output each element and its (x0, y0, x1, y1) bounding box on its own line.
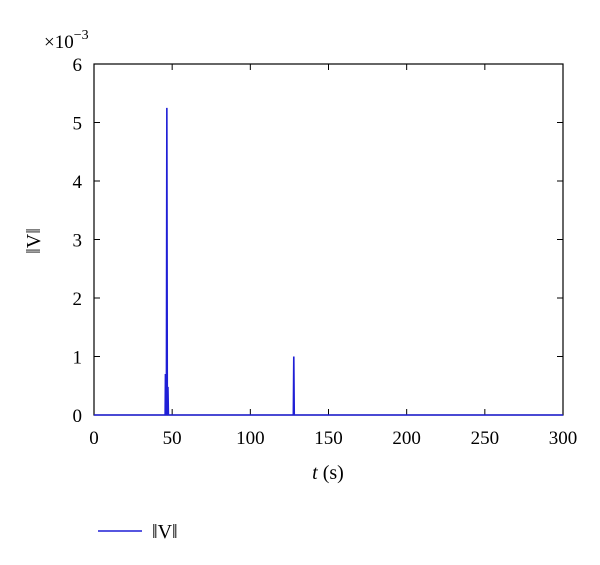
y-tick-label: 3 (73, 231, 83, 252)
x-axis-variable: t (312, 462, 318, 484)
x-tick-label: 150 (314, 428, 343, 449)
y-multiplier-exponent: −3 (74, 28, 89, 43)
x-tick-label: 100 (236, 428, 265, 449)
legend: ‖V‖ (98, 521, 178, 543)
x-tick-label: 250 (471, 428, 500, 449)
series-layer (94, 107, 563, 416)
x-axis: 0 50 100 150 200 250 300 (89, 64, 577, 449)
legend-label-v-norm: ‖V‖ (152, 521, 178, 543)
x-axis-title: t (s) (312, 462, 344, 484)
series-line-0 (94, 107, 563, 416)
plot-frame (93, 63, 564, 416)
y-axis-title: ‖V‖ (23, 228, 45, 254)
y-tick-label: 1 (73, 348, 83, 369)
plot-area: 0 50 100 150 200 250 300 0 1 2 3 4 5 6 (73, 55, 578, 449)
y-multiplier-base: ×10 (44, 32, 74, 53)
y-tick-label: 4 (73, 172, 83, 193)
y-tick-label: 6 (73, 55, 83, 76)
y-axis-multiplier: ×10−3 (44, 28, 89, 53)
x-tick-label: 0 (89, 428, 99, 449)
x-tick-label: 50 (163, 428, 182, 449)
x-axis-unit: (s) (318, 462, 344, 484)
y-tick-label: 2 (73, 289, 83, 310)
x-tick-label: 200 (392, 428, 421, 449)
y-tick-label: 5 (73, 114, 83, 135)
x-tick-label: 300 (549, 428, 578, 449)
y-tick-label: 0 (73, 406, 83, 427)
y-axis: 0 1 2 3 4 5 6 (73, 55, 563, 427)
